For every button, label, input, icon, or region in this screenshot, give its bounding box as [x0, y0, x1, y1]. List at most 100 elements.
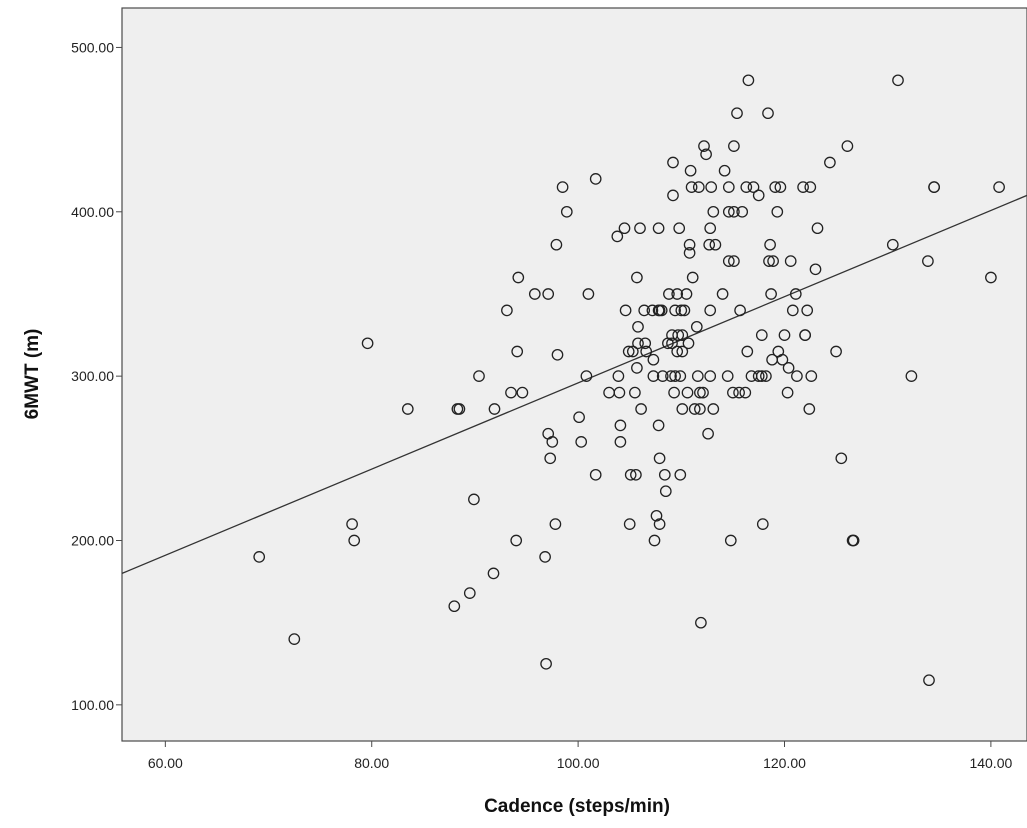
- data-point: [669, 304, 681, 317]
- data-point: [769, 181, 782, 193]
- data-point: [652, 222, 665, 235]
- data-point: [722, 255, 735, 267]
- data-point: [663, 288, 675, 300]
- data-point: [690, 320, 703, 333]
- data-point: [640, 345, 653, 358]
- data-point: [782, 362, 795, 374]
- data-point: [763, 255, 775, 267]
- data-point: [573, 411, 585, 424]
- data-point: [835, 452, 848, 465]
- data-point: [589, 468, 602, 481]
- y-tick-label: 300.00: [71, 368, 114, 384]
- data-point: [762, 107, 774, 120]
- data-point: [631, 362, 643, 374]
- data-point: [765, 288, 777, 300]
- data-point: [804, 181, 817, 193]
- data-point: [767, 255, 779, 267]
- data-point: [830, 345, 842, 358]
- data-point: [760, 370, 772, 382]
- data-point: [667, 189, 679, 202]
- data-point: [799, 329, 811, 341]
- data-point: [707, 205, 720, 218]
- data-point: [656, 370, 669, 382]
- plot-area: [121, 7, 1027, 742]
- x-tick-label: 140.00: [969, 755, 1012, 771]
- data-point: [624, 468, 637, 481]
- data-point: [684, 164, 697, 177]
- data-point: [673, 222, 686, 235]
- data-point: [614, 436, 627, 448]
- data-point: [733, 386, 745, 399]
- data-point: [618, 222, 631, 235]
- data-point: [667, 156, 679, 169]
- data-point: [756, 518, 769, 530]
- data-point: [764, 238, 776, 251]
- x-tick-label: 120.00: [763, 755, 806, 771]
- data-point: [683, 247, 696, 259]
- data-point: [702, 427, 714, 440]
- data-point: [539, 551, 551, 563]
- data-point: [487, 567, 500, 580]
- data-point: [683, 238, 696, 251]
- data-point: [805, 370, 818, 382]
- x-tick-label: 100.00: [557, 755, 600, 771]
- data-point: [985, 271, 997, 284]
- data-point: [740, 181, 753, 193]
- data-point: [776, 353, 789, 366]
- y-axis-title: 6MWT (m): [22, 329, 43, 420]
- data-point: [652, 419, 665, 432]
- data-point: [672, 329, 685, 341]
- data-point: [686, 271, 699, 284]
- data-point: [739, 386, 752, 399]
- data-point: [589, 173, 602, 185]
- data-point: [678, 304, 691, 317]
- data-point: [626, 345, 639, 358]
- data-point: [993, 181, 1005, 193]
- data-point: [752, 370, 765, 382]
- data-point: [694, 403, 706, 415]
- data-point: [704, 222, 717, 235]
- data-point: [709, 238, 722, 251]
- data-point: [923, 674, 935, 687]
- x-tick-label: 60.00: [148, 755, 183, 771]
- data-point: [707, 403, 720, 415]
- data-point: [811, 222, 824, 235]
- data-point: [695, 616, 707, 629]
- data-point: [666, 337, 678, 350]
- data-point: [681, 386, 694, 399]
- data-point: [622, 345, 635, 358]
- data-point: [516, 386, 529, 399]
- data-point: [671, 345, 684, 358]
- data-point: [721, 370, 734, 382]
- data-point: [650, 509, 663, 522]
- data-point: [747, 181, 760, 193]
- data-point: [722, 181, 735, 193]
- data-point: [646, 304, 659, 317]
- data-point: [886, 238, 899, 251]
- data-point: [716, 288, 729, 300]
- data-point: [611, 230, 624, 243]
- data-point: [473, 370, 485, 382]
- y-tick-label: 400.00: [71, 204, 114, 220]
- data-point: [801, 304, 814, 317]
- data-point: [612, 370, 625, 382]
- data-point: [755, 329, 768, 341]
- data-point: [463, 587, 476, 599]
- data-point: [781, 386, 794, 399]
- data-point: [734, 304, 746, 317]
- data-point: [613, 386, 626, 399]
- data-point: [488, 403, 501, 415]
- data-point: [348, 534, 361, 547]
- x-tick-label: 80.00: [354, 755, 389, 771]
- data-point: [512, 271, 525, 284]
- y-tick-label: 200.00: [71, 532, 114, 548]
- data-point: [623, 518, 636, 530]
- data-point: [560, 205, 573, 218]
- y-tick-label: 500.00: [71, 39, 114, 55]
- data-point: [551, 348, 564, 361]
- data-point: [505, 386, 517, 399]
- data-point: [544, 452, 557, 465]
- data-point: [665, 370, 677, 382]
- data-point: [655, 304, 668, 317]
- data-point: [922, 255, 934, 267]
